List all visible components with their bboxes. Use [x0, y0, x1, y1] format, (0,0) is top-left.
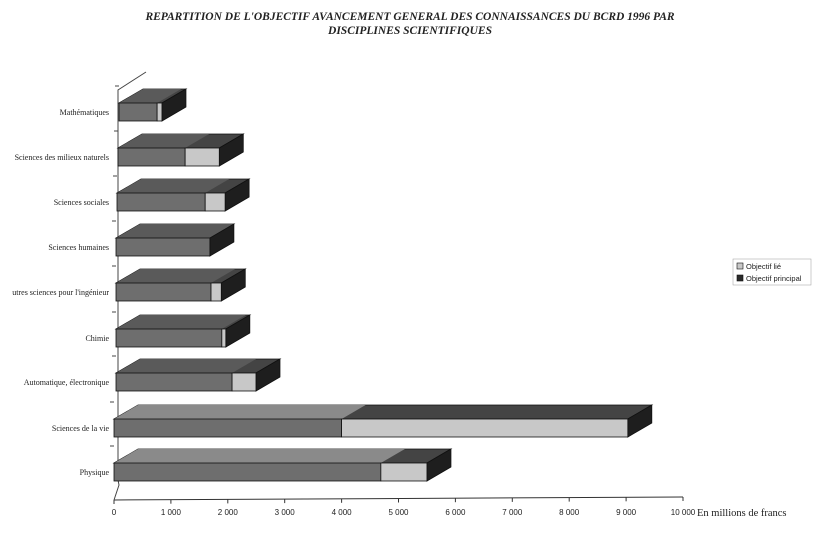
bar-top-face-principal [114, 449, 405, 463]
bar-objectif-lie [221, 328, 227, 348]
bar-objectif-lie [341, 418, 629, 438]
bar-objectif-principal [113, 462, 382, 482]
chart-title: REPARTITION DE L'OBJECTIF AVANCEMENT GEN… [0, 10, 820, 38]
bar-top-face-principal [118, 134, 210, 148]
x-tick-label: 9 000 [616, 508, 637, 517]
category-label: utres sciences pour l'ingénieur [12, 288, 109, 297]
bar-objectif-lie [210, 282, 222, 302]
title-line-2: DISCIPLINES SCIENTIFIQUES [328, 25, 492, 37]
x-axis-label: En millions de francs [697, 508, 787, 519]
bar-objectif-principal [115, 372, 233, 392]
category-label: Physique [80, 468, 110, 477]
bar-objectif-lie [184, 147, 220, 167]
x-tick-label: 4 000 [332, 508, 353, 517]
bar-top-face-principal [117, 179, 230, 193]
bar-objectif-lie [231, 372, 257, 392]
x-tick-label: 10 000 [671, 508, 696, 517]
legend-box [732, 258, 812, 286]
bar-top-face-principal [116, 359, 257, 373]
bar-objectif-lie [156, 102, 163, 122]
bar-objectif-principal [117, 147, 186, 167]
legend-swatch [736, 262, 744, 270]
bar-top-face-principal [119, 89, 182, 103]
category-label: Automatique, électronique [24, 378, 110, 387]
category-label: Chimie [85, 334, 109, 343]
category-label: Sciences humaines [48, 243, 109, 252]
bar-top-face-principal [114, 405, 366, 419]
category-label: Sciences sociales [54, 198, 109, 207]
x-tick-label: 5 000 [388, 508, 409, 517]
bar-objectif-principal [115, 237, 211, 257]
bar-objectif-principal [115, 282, 212, 302]
category-label: Sciences de la vie [52, 424, 110, 433]
legend-swatch [736, 274, 744, 282]
legend-label: Objectif principal [746, 274, 802, 283]
bar-top-face-principal [116, 269, 236, 283]
bar-objectif-principal [113, 418, 343, 438]
bar-objectif-lie [380, 462, 428, 482]
category-label: Mathématiques [60, 108, 109, 117]
bar-top-face-principal [116, 315, 246, 329]
x-tick-label: 3 000 [275, 508, 296, 517]
x-tick-label: 0 [112, 508, 117, 517]
x-tick-label: 7 000 [502, 508, 523, 517]
bar-objectif-principal [115, 328, 223, 348]
bar-objectif-principal [118, 102, 158, 122]
category-label: Sciences des milieux naturels [15, 153, 109, 162]
bar-objectif-lie [204, 192, 226, 212]
title-line-1: REPARTITION DE L'OBJECTIF AVANCEMENT GEN… [145, 11, 675, 23]
x-tick-label: 8 000 [559, 508, 580, 517]
x-tick-label: 2 000 [218, 508, 239, 517]
x-tick-label: 1 000 [161, 508, 182, 517]
bar-top-face-principal [116, 224, 234, 238]
legend-label: Objectif lié [746, 262, 781, 271]
x-tick-label: 6 000 [445, 508, 466, 517]
bar-objectif-principal [116, 192, 206, 212]
